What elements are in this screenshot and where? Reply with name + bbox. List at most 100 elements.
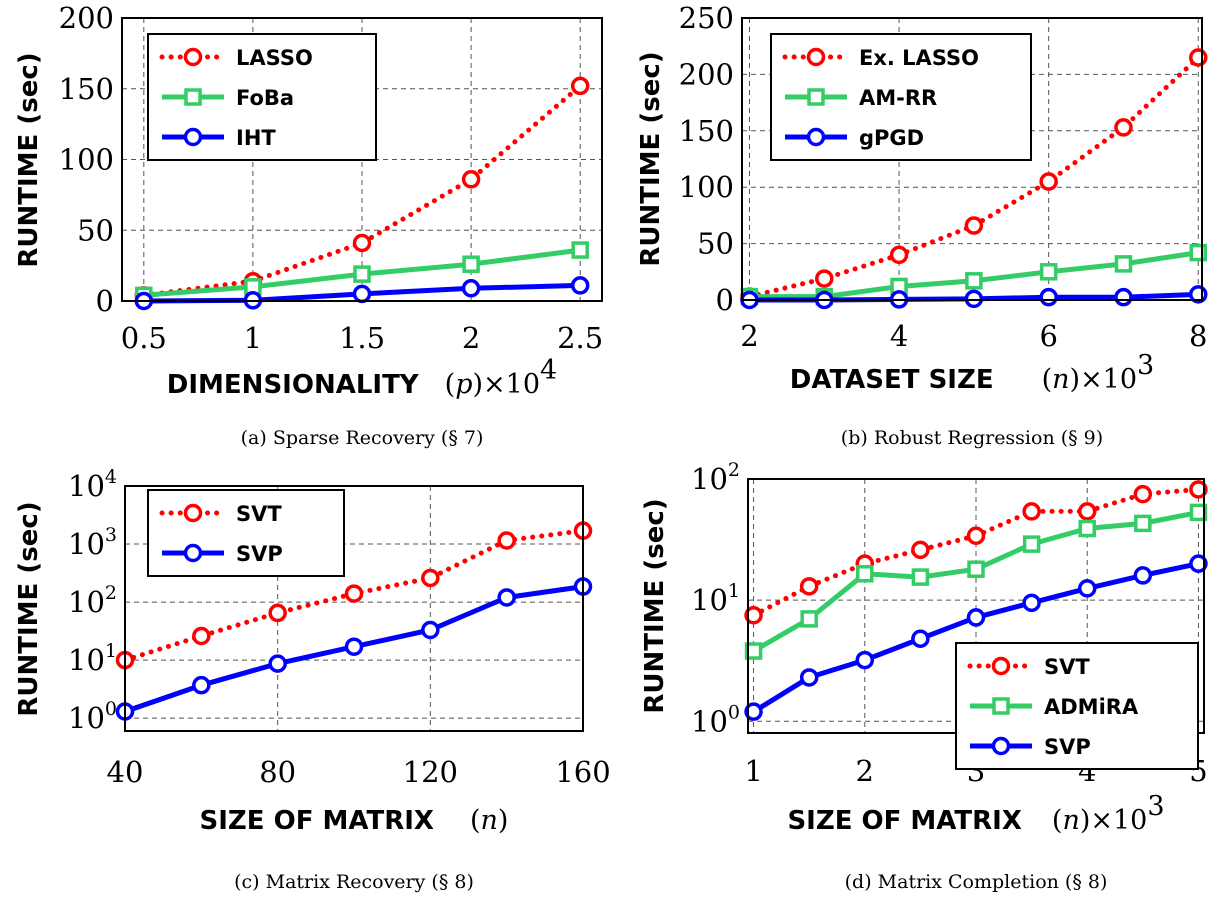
x-tick-label: 80 (259, 755, 296, 789)
data-point (966, 526, 986, 546)
panel-caption: (c) Matrix Recovery (§ 8) (234, 871, 474, 893)
data-point (1022, 535, 1041, 553)
x-axis-title: DATASET SIZE (n)×103 (790, 350, 1154, 395)
panel-a: 0.5 1 1.5 2 2.5 0 50 100 150 200 RUNTIME (sec) DIME… (14, 1, 603, 449)
data-point (352, 233, 372, 253)
data-point (192, 675, 211, 695)
y-tick-label: 0 (716, 283, 734, 317)
data-point (1077, 502, 1097, 521)
plot-frame (124, 485, 584, 732)
y-tick-label: 50 (697, 227, 734, 261)
x-tick-label: 4 (890, 319, 908, 353)
panel-b: 2 4 6 8 0 50 100 150 200 250 RUNTIME (sec) DATASET … (636, 1, 1208, 449)
y-tick-label: 101 (691, 580, 740, 617)
legend-label: LASSO (236, 46, 313, 70)
data-point (571, 241, 589, 259)
data-point (967, 560, 985, 578)
x-tick-label: 40 (107, 755, 144, 789)
x-tick-label: 6 (1039, 319, 1057, 353)
x-tick-label: 1 (744, 754, 762, 788)
data-point (964, 289, 984, 309)
tick-labels: 2 4 6 8 0 50 100 150 200 250 (679, 1, 1208, 353)
x-axis-title: SIZE OF MATRIX (n) (200, 805, 509, 836)
x-tick-label: 2 (462, 321, 480, 355)
data-point (799, 577, 819, 596)
data-point (344, 637, 364, 656)
y-tick-label: 100 (679, 170, 734, 204)
series-svp (744, 554, 1208, 721)
data-point (1022, 593, 1041, 613)
data-point (799, 668, 819, 687)
data-point (744, 642, 763, 660)
y-tick-label: 102 (691, 459, 740, 496)
data-point (1114, 287, 1133, 307)
data-point (1189, 48, 1208, 67)
data-point (497, 531, 516, 550)
data-point (462, 255, 480, 273)
x-tick-label: 2 (740, 319, 758, 353)
y-tick-label: 250 (679, 1, 734, 35)
data-point (800, 610, 818, 628)
legend: Ex. LASSO AM-RR gPGD (770, 33, 1032, 161)
x-tick-label: 120 (403, 755, 458, 789)
y-axis-title: RUNTIME (sec) (14, 52, 44, 267)
y-tick-label: 200 (679, 57, 734, 91)
legend-marker (183, 543, 203, 563)
y-tick-label: 150 (59, 72, 114, 106)
x-tick-label: 160 (555, 755, 610, 789)
data-point (344, 584, 364, 603)
legend-label: SVT (1044, 655, 1090, 679)
x-tick-label: 1 (244, 321, 262, 355)
legend-marker (991, 736, 1011, 756)
data-point (570, 276, 590, 295)
x-axis-title: SIZE OF MATRIX (n)×103 (787, 791, 1164, 836)
series-admira (744, 503, 1208, 660)
data-point (1039, 263, 1058, 281)
y-axis-title: RUNTIME (sec) (14, 501, 44, 716)
legend-marker (807, 88, 825, 106)
legend-label: FoBa (236, 86, 294, 110)
y-tick-label: 0 (96, 284, 114, 318)
data-point (911, 568, 930, 586)
data-point (1134, 514, 1152, 533)
legend: SVT SVP (147, 489, 345, 577)
y-tick-label: 100 (59, 143, 114, 177)
y-tick-label: 102 (68, 582, 117, 619)
legend-label: gPGD (859, 126, 924, 150)
panel-caption: (b) Robust Regression (§ 9) (841, 427, 1103, 449)
x-tick-label: 1.5 (339, 321, 385, 355)
data-point (268, 603, 287, 623)
data-point (1039, 287, 1058, 307)
data-point (815, 269, 834, 288)
data-point (1077, 579, 1097, 598)
tick-labels: 0.5 1 1.5 2 2.5 0 50 100 150 200 (59, 1, 604, 355)
y-tick-label: 104 (68, 466, 117, 503)
legend: SVT ADMiRA SVP (955, 642, 1199, 770)
data-point (353, 265, 371, 283)
data-point (1189, 554, 1208, 573)
legend-marker (183, 47, 203, 67)
legend-marker (183, 503, 203, 523)
y-tick-label: 103 (68, 524, 117, 561)
data-point (911, 540, 930, 560)
data-point (1189, 243, 1208, 262)
data-point (570, 76, 590, 96)
data-point (855, 650, 875, 670)
y-axis-title: RUNTIME (sec) (636, 51, 666, 266)
legend-marker (992, 697, 1010, 715)
data-point (1022, 502, 1041, 521)
x-tick-label: 8 (1189, 319, 1207, 353)
legend-label: SVT (236, 502, 282, 526)
legend: LASSO FoBa IHT (147, 33, 377, 161)
data-point (965, 272, 983, 290)
y-tick-label: 100 (691, 701, 740, 738)
x-tick-label: 0.5 (121, 321, 167, 355)
data-point (911, 629, 930, 648)
plot-frame (121, 17, 603, 302)
data-point (421, 620, 440, 640)
x-tick-label: 2.5 (557, 321, 603, 355)
legend-label: SVP (1044, 735, 1091, 759)
